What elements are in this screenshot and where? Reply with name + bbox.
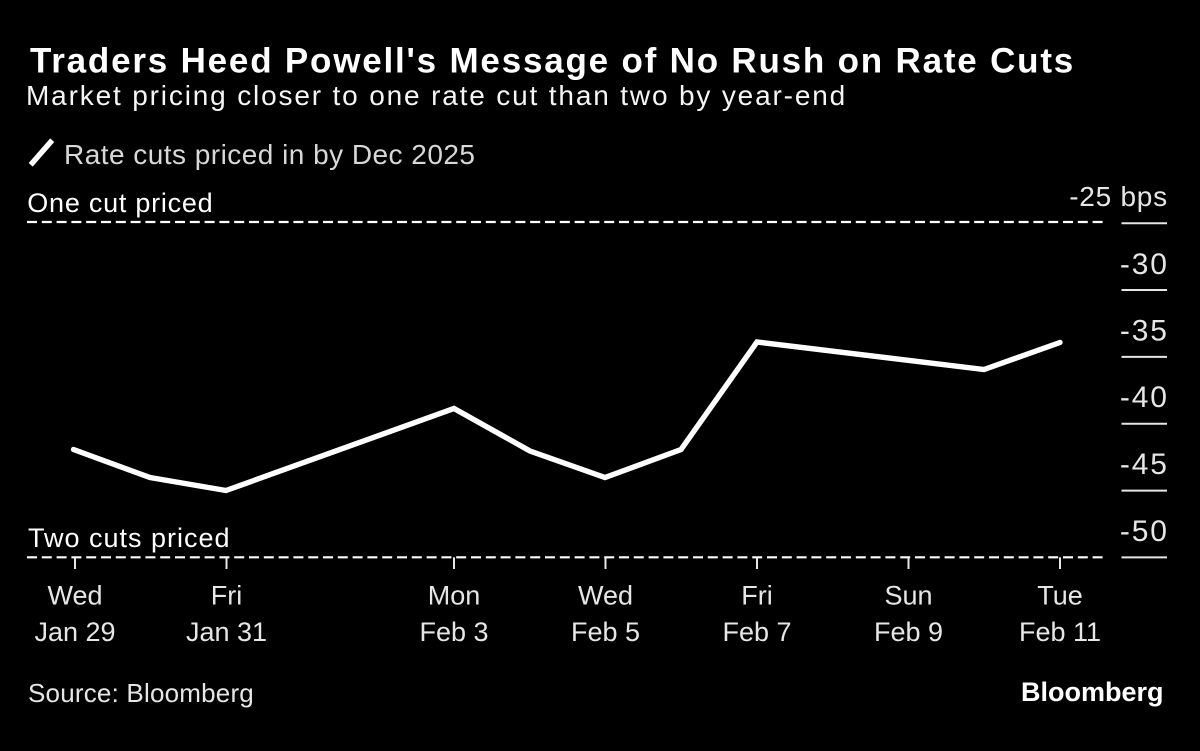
svg-text:Rate cuts priced in by Dec 202: Rate cuts priced in by Dec 2025 <box>64 139 475 170</box>
svg-text:Feb 11: Feb 11 <box>1019 617 1101 647</box>
svg-text:-50: -50 <box>1120 515 1169 548</box>
svg-text:Feb 3: Feb 3 <box>419 617 488 647</box>
svg-text:Two cuts priced: Two cuts priced <box>28 523 231 553</box>
svg-text:-25 bps: -25 bps <box>1069 181 1168 212</box>
svg-text:Fri: Fri <box>741 581 772 611</box>
svg-text:Jan 31: Jan 31 <box>186 617 267 647</box>
svg-text:Feb 9: Feb 9 <box>874 617 943 647</box>
svg-text:Wed: Wed <box>578 581 633 611</box>
svg-text:Fri: Fri <box>211 581 242 611</box>
svg-text:Traders Heed Powell's Message: Traders Heed Powell's Message of No Rush… <box>30 42 1075 81</box>
svg-text:Feb 7: Feb 7 <box>722 617 791 647</box>
svg-text:Tue: Tue <box>1037 581 1083 611</box>
svg-text:One cut priced: One cut priced <box>27 188 213 218</box>
svg-text:Source: Bloomberg: Source: Bloomberg <box>28 678 254 708</box>
svg-text:Sun: Sun <box>884 581 932 611</box>
svg-text:-35: -35 <box>1120 315 1169 348</box>
svg-text:Bloomberg: Bloomberg <box>1021 677 1164 707</box>
svg-text:Market pricing closer to one r: Market pricing closer to one rate cut th… <box>26 80 847 111</box>
svg-text:-30: -30 <box>1120 248 1169 281</box>
svg-text:Mon: Mon <box>428 581 481 611</box>
svg-text:-40: -40 <box>1120 381 1169 414</box>
svg-text:Jan 29: Jan 29 <box>34 617 115 647</box>
svg-text:Wed: Wed <box>47 581 102 611</box>
svg-text:-45: -45 <box>1120 448 1169 481</box>
svg-text:Feb 5: Feb 5 <box>571 617 640 647</box>
